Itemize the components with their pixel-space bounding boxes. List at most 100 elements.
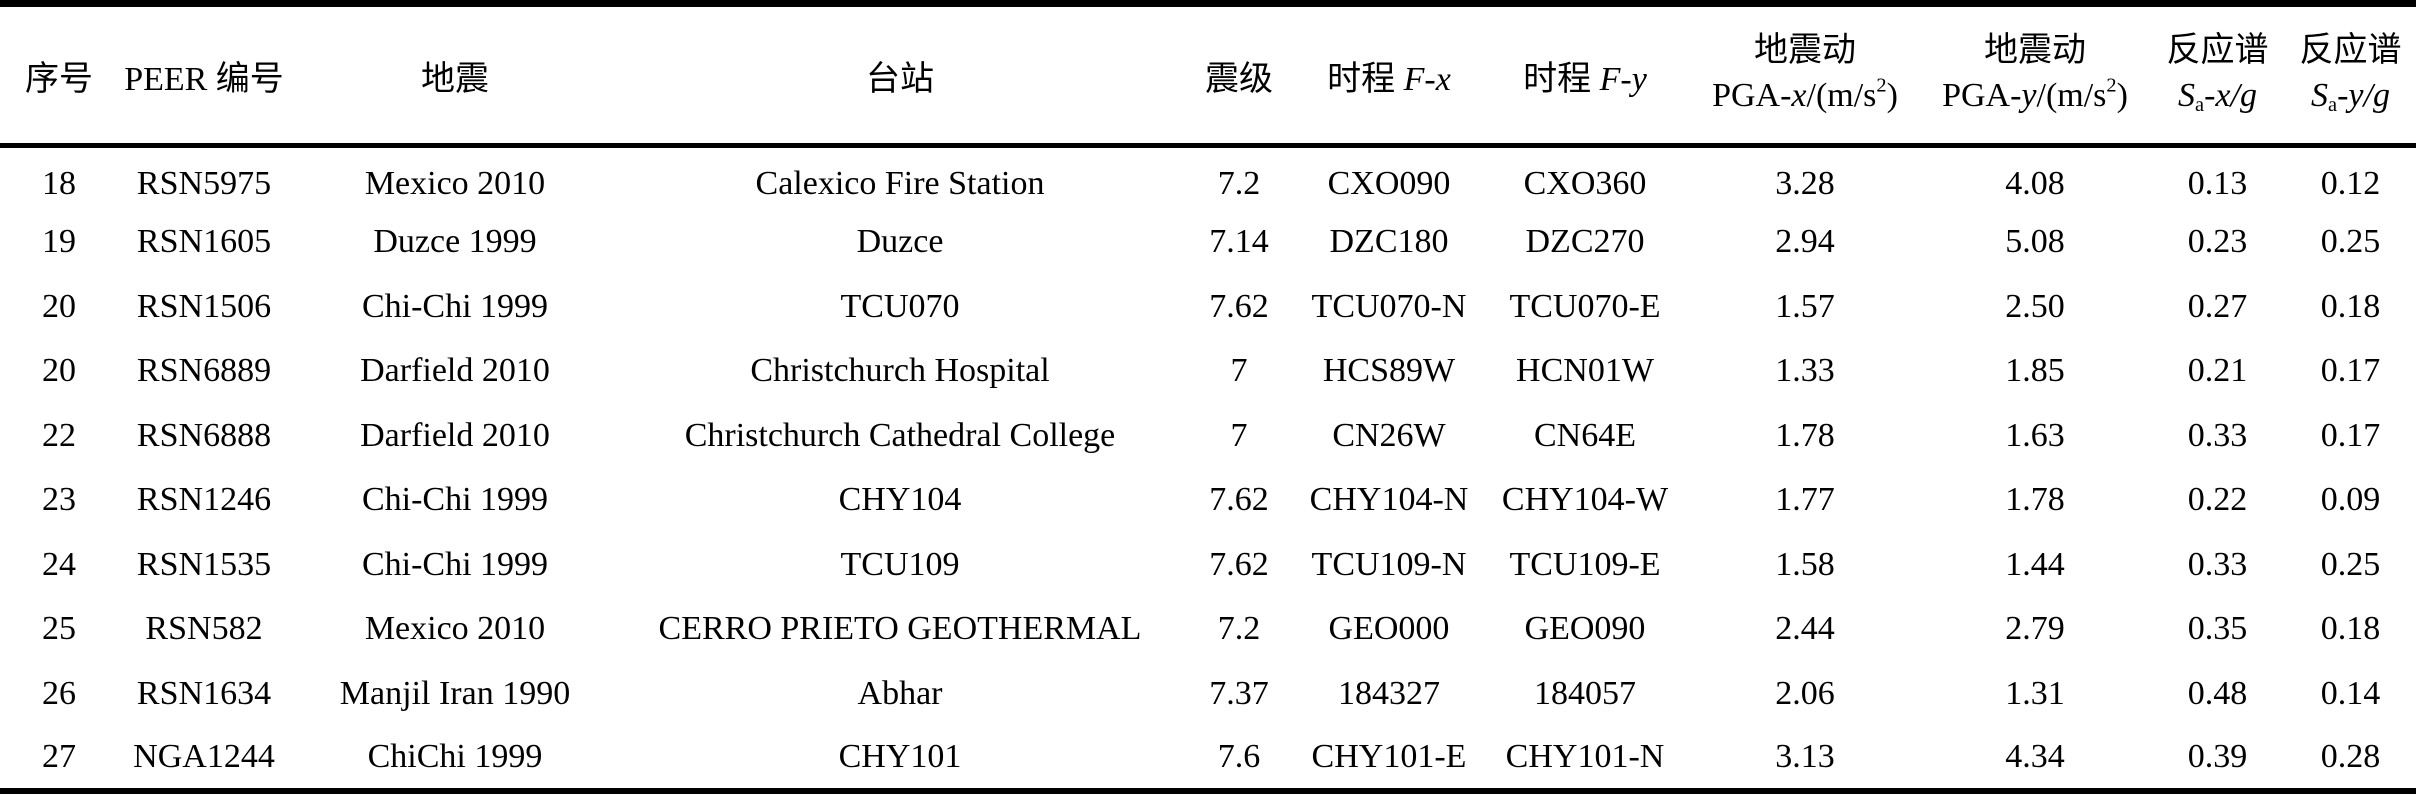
cell-history-fy: 184057 <box>1534 674 1636 712</box>
cell-history-fx: HCS89W <box>1322 352 1456 390</box>
cell-history-fy: CXO360 <box>1523 165 1647 202</box>
cell-index: 25 <box>42 610 76 648</box>
cell-peer-id: RSN1634 <box>136 674 272 712</box>
cell-sa-x: 0.13 <box>2187 165 2248 202</box>
cell-history-fy: CN64E <box>1534 416 1636 454</box>
cell-history-fx: CN26W <box>1332 416 1446 454</box>
cell-peer-id: RSN6889 <box>136 352 272 390</box>
cell-sa-x: 0.22 <box>2187 481 2248 519</box>
cell-pga-x: 2.94 <box>1775 223 1835 261</box>
cell-index: 22 <box>42 416 76 454</box>
cell-station: Duzce <box>856 223 944 261</box>
pga-y-exp: 2 <box>2106 74 2117 97</box>
cell-pga-x: 2.44 <box>1775 610 1835 648</box>
cell-history-fx: CHY101-E <box>1311 737 1467 775</box>
header-history-fx: 时程 F-x <box>1298 4 1480 146</box>
header-station: 台站 <box>866 60 934 98</box>
sa-y-symbol: S <box>2311 77 2329 114</box>
cell-earthquake: Darfield 2010 <box>360 352 550 390</box>
header-pga-y: PGA-y/(m/s2) <box>1920 75 2150 146</box>
cell-peer-id: RSN6888 <box>136 416 272 454</box>
cell-peer-id: RSN1535 <box>136 545 272 583</box>
cell-magnitude: 7.6 <box>1217 737 1261 775</box>
cell-peer-id: RSN1506 <box>136 287 272 325</box>
cell-index: 19 <box>42 223 76 261</box>
cell-pga-y: 4.08 <box>2005 165 2065 202</box>
cell-peer-id: RSN1246 <box>136 481 272 519</box>
table-row: 25 RSN582 Mexico 2010 CERRO PRIETO GEOTHERM… <box>0 597 2416 662</box>
pga-y-var: y <box>2021 77 2037 114</box>
cell-magnitude: 7.62 <box>1209 481 1269 519</box>
cell-station: TCU109 <box>840 545 960 583</box>
cell-index: 20 <box>42 352 76 390</box>
cell-history-fx: CXO090 <box>1327 165 1451 202</box>
cell-sa-y: 0.12 <box>2320 165 2381 202</box>
cell-sa-y: 0.25 <box>2320 223 2381 261</box>
table-row: 18 RSN5975 Mexico 2010 Calexico Fire Statio… <box>0 146 2416 211</box>
pga-x-close: ) <box>1886 77 1898 114</box>
cell-pga-y: 2.50 <box>2005 287 2065 325</box>
header-history-fy-prefix: 时程 <box>1523 60 1600 98</box>
cell-magnitude: 7.37 <box>1209 674 1269 712</box>
sa-x-rest: -x/g <box>2204 77 2257 114</box>
pga-x-unit: /(m/s <box>1806 77 1877 114</box>
cell-sa-y: 0.14 <box>2320 674 2381 712</box>
cell-magnitude: 7 <box>1230 416 1248 454</box>
cell-pga-x: 1.57 <box>1775 287 1835 325</box>
cell-pga-y: 1.44 <box>2005 545 2065 583</box>
cell-pga-y: 1.63 <box>2005 416 2065 454</box>
table-row: 26 RSN1634 Manjil Iran 1990 Abhar 7.37 184327… <box>0 662 2416 727</box>
cell-peer-id: RSN1605 <box>136 223 272 261</box>
cell-station: Calexico Fire Station <box>755 165 1045 202</box>
cell-sa-x: 0.39 <box>2187 737 2248 775</box>
cell-sa-y: 0.25 <box>2320 545 2381 583</box>
header-pga-x: PGA-x/(m/s2) <box>1690 75 1920 146</box>
cell-pga-y: 4.34 <box>2005 737 2065 775</box>
cell-sa-y: 0.28 <box>2320 737 2381 775</box>
cell-pga-x: 1.77 <box>1775 481 1835 519</box>
cell-sa-x: 0.27 <box>2187 287 2248 325</box>
cell-pga-x: 1.33 <box>1775 352 1835 390</box>
cell-pga-y: 2.79 <box>2005 610 2065 648</box>
header-magnitude: 震级 <box>1205 60 1273 98</box>
cell-magnitude: 7.62 <box>1209 545 1269 583</box>
cell-magnitude: 7.2 <box>1217 610 1261 648</box>
sa-x-symbol: S <box>2178 77 2196 114</box>
cell-magnitude: 7.2 <box>1217 165 1261 202</box>
cell-station: Abhar <box>857 674 943 712</box>
table-row: 24 RSN1535 Chi-Chi 1999 TCU109 7.62 TCU109-N T… <box>0 533 2416 598</box>
cell-pga-x: 1.58 <box>1775 545 1835 583</box>
cell-sa-y: 0.17 <box>2320 352 2381 390</box>
cell-pga-y: 1.78 <box>2005 481 2065 519</box>
pga-x-var: x <box>1791 77 1807 114</box>
cell-pga-x: 1.78 <box>1775 416 1835 454</box>
cell-magnitude: 7.14 <box>1209 223 1269 261</box>
header-pga-y-top: 地震动 <box>1984 32 2086 69</box>
cell-earthquake: Darfield 2010 <box>360 416 550 454</box>
cell-earthquake: Mexico 2010 <box>364 610 546 648</box>
cell-history-fx: TCU070-N <box>1311 287 1467 325</box>
header-history-fy: 时程 F-y <box>1480 4 1690 146</box>
cell-pga-y: 1.31 <box>2005 674 2065 712</box>
cell-sa-y: 0.18 <box>2320 287 2381 325</box>
table-body: 18 RSN5975 Mexico 2010 Calexico Fire Statio… <box>0 146 2416 791</box>
cell-history-fx: GEO000 <box>1328 610 1450 648</box>
cell-sa-x: 0.23 <box>2187 223 2248 261</box>
cell-earthquake: ChiChi 1999 <box>367 737 543 775</box>
table-row: 19 RSN1605 Duzce 1999 Duzce 7.14 DZC180 DZC270… <box>0 210 2416 275</box>
cell-history-fx: 184327 <box>1338 674 1440 712</box>
header-sa-y-top: 反应谱 <box>2299 32 2402 69</box>
cell-magnitude: 7.62 <box>1209 287 1269 325</box>
cell-sa-x: 0.48 <box>2187 674 2248 712</box>
header-history-fx-var: F-x <box>1403 60 1451 98</box>
cell-sa-x: 0.33 <box>2187 545 2248 583</box>
cell-history-fy: CHY104-W <box>1501 481 1669 519</box>
pga-x-exp: 2 <box>1876 74 1887 97</box>
header-history-fy-var: F-y <box>1599 60 1647 98</box>
cell-history-fy: HCN01W <box>1516 352 1654 390</box>
cell-index: 26 <box>42 674 76 712</box>
header-index: 序号 <box>25 60 93 98</box>
header-peer-id: PEER 编号 <box>124 60 284 98</box>
cell-sa-y: 0.09 <box>2320 481 2381 519</box>
cell-index: 20 <box>42 287 76 325</box>
